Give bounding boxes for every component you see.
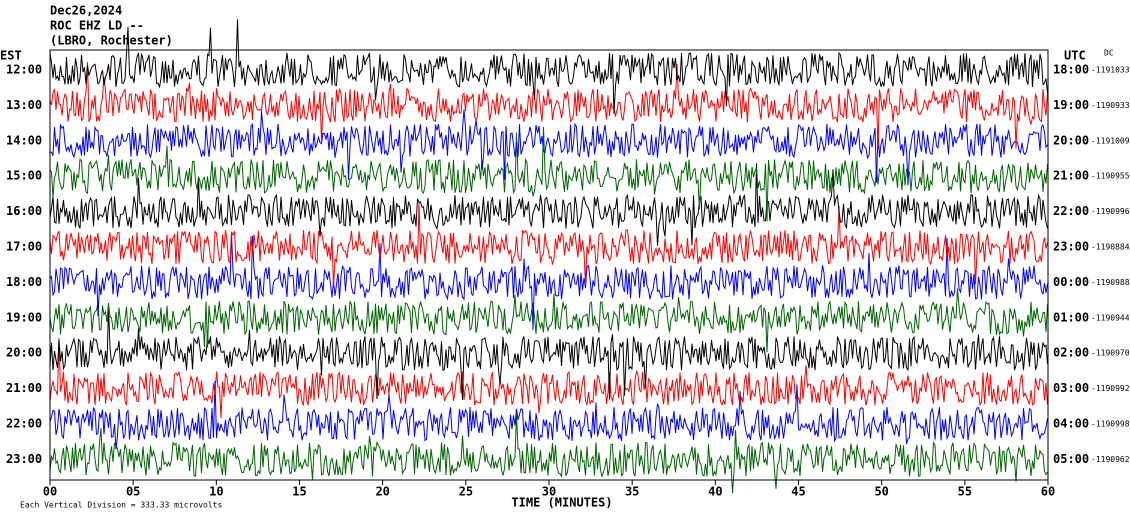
footnote: Each Vertical Division = 333.33 microvol… (20, 501, 222, 510)
utc-time-label: 20:00 (1053, 133, 1089, 147)
utc-time-label: 04:00 (1053, 417, 1089, 431)
utc-time-label: 18:00 (1053, 63, 1089, 77)
local-time-label: 18:00 (6, 275, 42, 289)
right-axis-label: UTC (1064, 49, 1086, 63)
local-time-label: 13:00 (6, 98, 42, 112)
local-time-label: 14:00 (6, 133, 42, 147)
local-time-label: 21:00 (6, 381, 42, 395)
utc-time-label: 05:00 (1053, 452, 1089, 466)
title-channel: ROC EHZ LD -- (50, 19, 144, 33)
dc-offset-label: -1190944 (1091, 313, 1130, 322)
dc-offset-label: -1190955 (1091, 172, 1130, 181)
local-time-label: 17:00 (6, 240, 42, 254)
trace (49, 380, 1048, 450)
dc-offset-label: -1190970 (1091, 349, 1130, 358)
local-time-label: 16:00 (6, 204, 42, 218)
x-tick-label: 40 (708, 485, 722, 499)
dc-offset-label: -1190988 (1091, 278, 1130, 287)
utc-time-label: 23:00 (1053, 240, 1089, 254)
utc-time-label: 03:00 (1053, 381, 1089, 395)
dc-offset-label: -1190884 (1091, 243, 1130, 252)
local-time-label: 22:00 (6, 417, 42, 431)
utc-time-label: 01:00 (1053, 310, 1089, 324)
dc-offset-label: -1190992 (1091, 384, 1130, 393)
dc-offset-label: -1190962 (1091, 455, 1130, 464)
x-tick-label: 35 (625, 485, 639, 499)
x-tick-label: 55 (958, 485, 972, 499)
local-time-label: 19:00 (6, 310, 42, 324)
x-tick-label: 50 (874, 485, 888, 499)
x-tick-label: 30 (542, 485, 556, 499)
local-time-label: 12:00 (6, 63, 42, 77)
utc-time-label: 21:00 (1053, 169, 1089, 183)
x-tick-label: 45 (791, 485, 805, 499)
utc-time-label: 00:00 (1053, 275, 1089, 289)
utc-time-label: 02:00 (1053, 346, 1089, 360)
x-tick-label: 25 (459, 485, 473, 499)
trace (49, 163, 1048, 246)
utc-time-label: 19:00 (1053, 98, 1089, 112)
x-tick-label: 10 (209, 485, 223, 499)
title-date: Dec26,2024 (50, 4, 122, 18)
trace (49, 414, 1048, 494)
dc-offset-label: -1191033 (1091, 66, 1130, 75)
dc-offset-label: -1190933 (1091, 101, 1130, 110)
dc-label: DC (1104, 49, 1114, 58)
left-axis-label: EST (0, 49, 22, 63)
dc-offset-label: -1191009 (1091, 136, 1130, 145)
x-tick-label: 15 (292, 485, 306, 499)
x-tick-label: 00 (43, 485, 57, 499)
local-time-label: 15:00 (6, 169, 42, 183)
x-tick-label: 20 (375, 485, 389, 499)
trace (49, 288, 1048, 353)
dc-offset-label: -1190996 (1091, 207, 1130, 216)
local-time-label: 20:00 (6, 346, 42, 360)
utc-time-label: 22:00 (1053, 204, 1089, 218)
dc-offset-label: -1190998 (1091, 420, 1130, 429)
trace (49, 62, 1048, 150)
title-station: (LBRO, Rochester) (50, 34, 173, 48)
trace (49, 308, 1048, 400)
trace (49, 126, 1048, 222)
trace (49, 19, 1048, 114)
plot-frame (49, 49, 1049, 481)
trace (49, 337, 1048, 419)
trace (49, 202, 1048, 288)
x-axis-label: TIME (MINUTES) (511, 496, 612, 510)
trace (49, 232, 1048, 331)
local-time-label: 23:00 (6, 452, 42, 466)
trace (49, 109, 1048, 186)
x-tick-label: 60 (1041, 485, 1055, 499)
x-tick-label: 05 (126, 485, 140, 499)
